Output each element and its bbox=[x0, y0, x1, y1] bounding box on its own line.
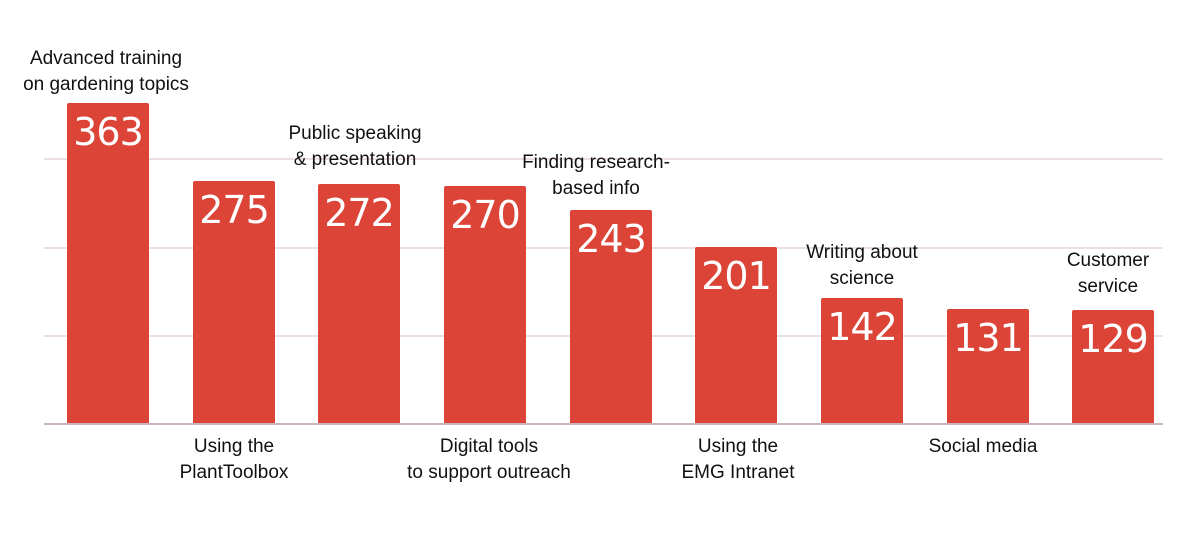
bar-plant-toolbox: 275 bbox=[193, 181, 275, 424]
bar-value: 243 bbox=[576, 217, 647, 261]
category-label: Advanced training on gardening topics bbox=[23, 48, 189, 95]
bar-value: 272 bbox=[324, 191, 395, 235]
category-label: Customer service bbox=[1066, 250, 1150, 297]
bar-digital-tools: 270 bbox=[444, 186, 526, 424]
bar-value: 363 bbox=[73, 110, 144, 154]
category-label: Public speaking & presentation bbox=[288, 123, 422, 170]
x-axis-baseline bbox=[44, 423, 1163, 425]
gridline-300 bbox=[44, 158, 1163, 160]
category-label: Digital tools to support outreach bbox=[407, 436, 571, 483]
bar-value: 142 bbox=[827, 305, 898, 349]
category-label: Finding research- based info bbox=[522, 152, 670, 199]
bar-value: 201 bbox=[701, 254, 772, 298]
bar-value: 131 bbox=[953, 316, 1024, 360]
bar-advanced-training: 363 bbox=[67, 103, 149, 424]
bar-public-speaking: 272 bbox=[318, 184, 400, 424]
bar-value: 270 bbox=[450, 193, 521, 237]
category-label: Writing about science bbox=[806, 242, 918, 289]
category-label: Using the EMG Intranet bbox=[681, 436, 795, 483]
bar-writing-science: 142 bbox=[821, 298, 903, 424]
bar-value: 275 bbox=[199, 188, 270, 232]
category-label: Social media bbox=[928, 436, 1038, 457]
bar-social-media: 131 bbox=[947, 309, 1029, 424]
bar-value: 129 bbox=[1078, 317, 1149, 361]
bar-emg-intranet: 201 bbox=[695, 247, 777, 424]
bar-finding-research: 243 bbox=[570, 210, 652, 424]
category-label: Using the PlantToolbox bbox=[179, 436, 289, 483]
bar-customer-service: 129 bbox=[1072, 310, 1154, 424]
